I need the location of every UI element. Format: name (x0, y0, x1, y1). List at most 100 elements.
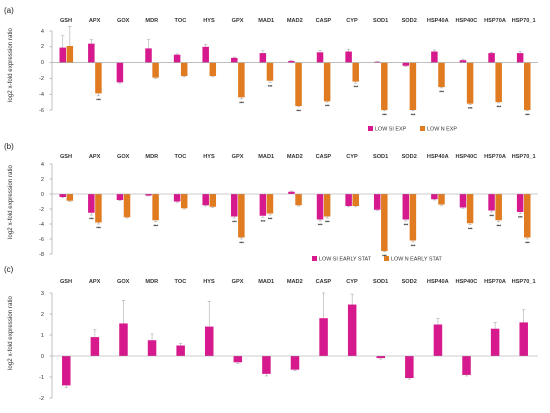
bar (90, 337, 100, 356)
y-tick-label: -4 (39, 222, 44, 228)
y-tick-label: -6 (39, 108, 44, 114)
category-label: SOD1 (373, 18, 388, 24)
significance-marker: *** (268, 217, 273, 222)
y-tick-label: -8 (39, 252, 44, 258)
significance-marker: *** (411, 244, 416, 249)
category-label: HSP70A (484, 18, 506, 24)
bar (459, 194, 467, 208)
bar (373, 61, 381, 63)
y-tick-label: 3 (41, 291, 44, 297)
bar (152, 194, 159, 221)
y-tick-label: 2 (41, 44, 44, 50)
legend-label: LOW SI EXP (375, 127, 407, 133)
bar (524, 62, 531, 110)
category-label: HSP40A (427, 18, 449, 24)
category-label: HSP40C (456, 279, 478, 285)
bar (152, 62, 159, 78)
panel-label: (a) (4, 6, 14, 15)
bar (466, 194, 474, 224)
significance-marker: *** (96, 226, 101, 231)
significance-marker: *** (382, 112, 387, 117)
significance-marker: *** (89, 217, 94, 222)
bar (431, 194, 438, 200)
category-label: MDR (145, 18, 158, 24)
bar (147, 340, 157, 356)
bar (62, 356, 71, 386)
bar (516, 194, 524, 212)
y-tick-label: -6 (39, 237, 44, 243)
category-label: GOX (117, 18, 130, 24)
category-label: APX (89, 279, 101, 285)
bar (495, 194, 502, 221)
bar (202, 194, 209, 206)
significance-marker: *** (354, 85, 359, 90)
y-tick-label: 4 (41, 162, 44, 168)
category-labels: GSH APX GOX MDR TOC HYS GPX MAD1 MAD2 CA… (60, 154, 536, 160)
bar (438, 194, 445, 205)
significance-marker: *** (325, 220, 330, 225)
category-label: GSH (60, 154, 72, 160)
bar (95, 194, 102, 223)
svg-text:log2 x-fold expression ratio: log2 x-fold expression ratio (7, 295, 14, 370)
significance-marker: *** (411, 112, 416, 117)
category-label: HSP70_1 (512, 279, 536, 285)
panel-c: (c) log2 x-fold expression ratio GSH APX… (4, 265, 538, 402)
bar (381, 62, 388, 110)
bar (288, 191, 295, 194)
bar (145, 48, 152, 63)
bar (238, 62, 245, 98)
significance-marker: *** (296, 108, 301, 113)
legend-swatch (368, 126, 373, 131)
bar (266, 194, 274, 214)
category-label: HSP40C (456, 18, 478, 24)
bar (202, 46, 209, 63)
bar (209, 62, 217, 77)
category-label: MAD1 (258, 18, 274, 24)
bar (88, 194, 95, 213)
bar (381, 194, 388, 251)
significance-marker: *** (468, 106, 473, 111)
bar-marks (49, 292, 538, 399)
y-tick-label: 0 (41, 354, 44, 360)
bar (173, 194, 181, 202)
category-label: APX (89, 18, 101, 24)
bar (66, 46, 74, 63)
significance-marker: *** (153, 223, 158, 228)
bar (323, 62, 331, 102)
bar (345, 194, 352, 206)
svg-text:log2 x-fold expression ratio: log2 x-fold expression ratio (7, 164, 14, 239)
category-label: HSP40C (456, 154, 478, 160)
bar (402, 62, 410, 66)
bar (259, 194, 267, 216)
category-label: HSP70A (484, 279, 506, 285)
y-tick-label: 1 (41, 333, 44, 339)
bar (316, 52, 324, 63)
category-label: HSP70_1 (512, 18, 536, 24)
category-label: MAD2 (287, 279, 303, 285)
category-label: GPX (232, 279, 244, 285)
y-axis-label: log2 x-fold expression ratio (7, 27, 14, 102)
category-label: MAD1 (258, 154, 274, 160)
bar (266, 62, 274, 81)
category-label: HYS (203, 154, 215, 160)
y-tick-label: -4 (39, 92, 44, 98)
bar (116, 62, 124, 83)
category-label: MDR (145, 279, 158, 285)
category-label: HSP40A (427, 279, 449, 285)
category-label: CYP (346, 154, 358, 160)
y-tick-label: 2 (41, 177, 44, 183)
bar (123, 194, 131, 218)
bar (95, 62, 102, 94)
bar (462, 356, 471, 375)
bar (316, 194, 324, 220)
bar (295, 62, 302, 107)
legend-swatch (384, 256, 389, 261)
y-tick-label: 0 (41, 192, 44, 198)
y-tick-label: -2 (39, 396, 44, 402)
significance-marker: *** (325, 104, 330, 109)
category-labels: GSH APX GOX MDR TOC HYS GPX MAD1 MAD2 CA… (60, 279, 536, 285)
significance-marker: *** (525, 241, 530, 246)
significance-marker: *** (496, 223, 501, 228)
bar (402, 194, 410, 220)
